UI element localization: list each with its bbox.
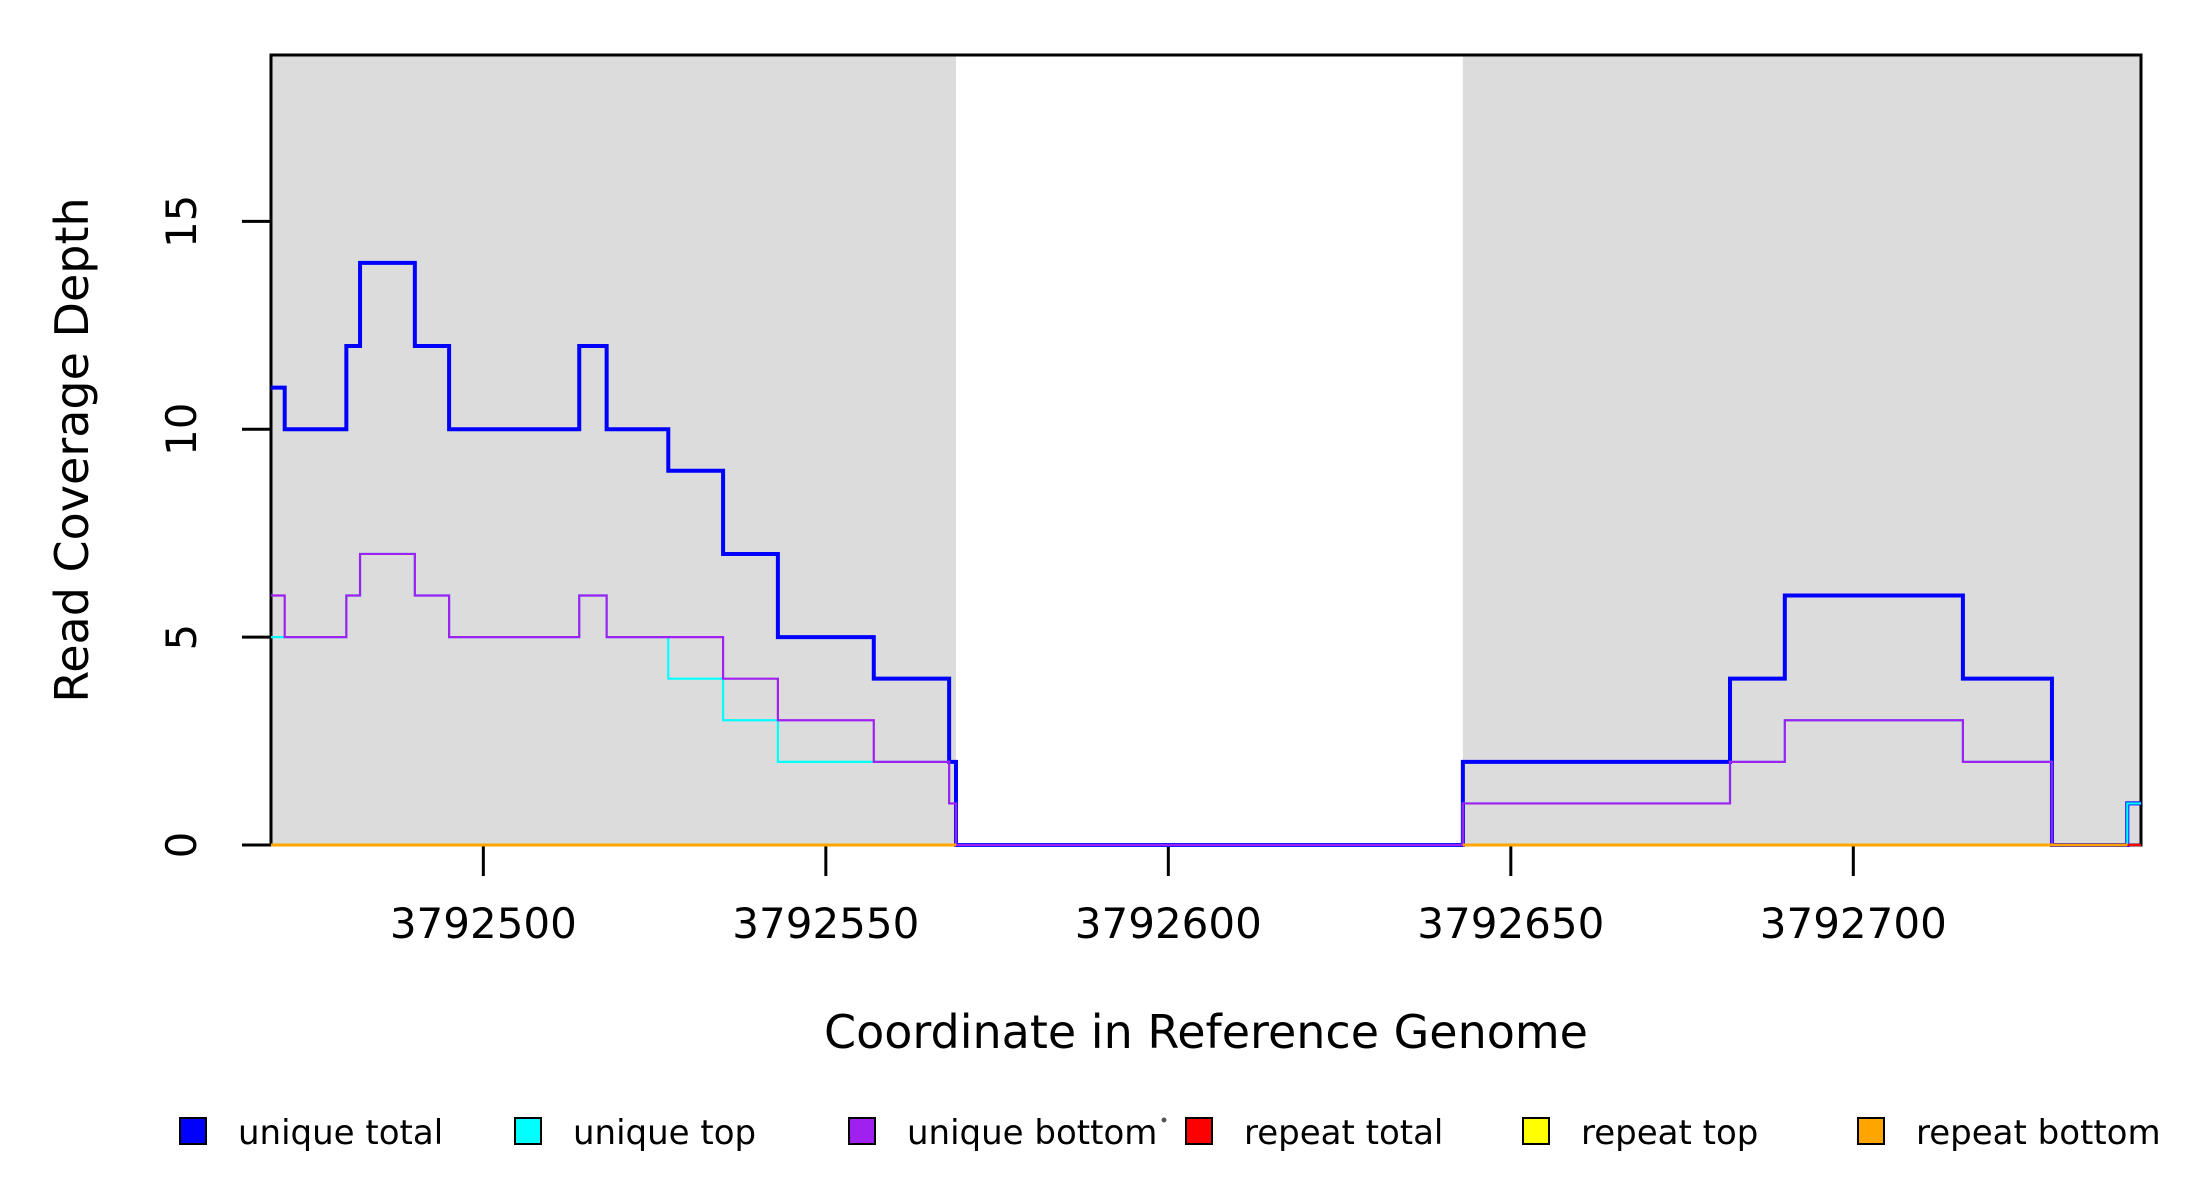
legend-label-unique-top: unique top	[573, 1113, 756, 1153]
y-tick-label: 15	[157, 195, 206, 248]
y-axis-ticks: 0 5 10 15	[157, 195, 271, 859]
legend-item-unique-bottom: unique bottom	[848, 1113, 1157, 1153]
legend-swatch-repeat-top	[1522, 1117, 1550, 1145]
legend-swatch-unique-bottom	[848, 1117, 876, 1145]
legend-item-unique-total: unique total	[179, 1113, 443, 1153]
x-tick-label: 3792600	[1075, 899, 1262, 948]
legend-label-repeat-top: repeat top	[1581, 1113, 1758, 1153]
legend-swatch-unique-total	[179, 1117, 207, 1145]
aligned-region-1	[271, 55, 956, 845]
legend-swatch-unique-top	[514, 1117, 542, 1145]
y-axis-title: Read Coverage Depth	[45, 197, 99, 702]
legend-label-unique-total: unique total	[238, 1113, 443, 1153]
series-line-unique-bottom	[271, 552, 2141, 847]
x-axis-ticks: 3792500 3792550 3792600 3792650 3792700	[390, 845, 1947, 948]
legend-label-unique-bottom: unique bottom	[907, 1113, 1157, 1153]
legend-label-repeat-total: repeat total	[1244, 1113, 1443, 1153]
y-tick-label: 10	[157, 402, 206, 455]
x-axis-title: Coordinate in Reference Genome	[824, 1005, 1588, 1059]
x-tick-label: 3792650	[1417, 899, 1604, 948]
x-tick-label: 3792500	[390, 899, 577, 948]
series-lines	[271, 260, 2141, 847]
y-tick-label: 0	[157, 832, 206, 859]
x-tick-label: 3792700	[1760, 899, 1947, 948]
stray-dot	[1161, 1117, 1167, 1123]
legend-label-repeat-bottom: repeat bottom	[1916, 1113, 2161, 1153]
shaded-regions	[271, 55, 2141, 845]
y-tick-label: 5	[157, 624, 206, 651]
series-line-unique-total	[271, 260, 2141, 847]
legend-item-unique-top: unique top	[514, 1113, 756, 1153]
legend: unique total unique top unique bottom repea…	[179, 1113, 2161, 1153]
legend-swatch-repeat-total	[1185, 1117, 1213, 1145]
legend-item-repeat-total: repeat total	[1185, 1113, 1443, 1153]
legend-swatch-repeat-bottom	[1857, 1117, 1885, 1145]
legend-item-repeat-top: repeat top	[1522, 1113, 1758, 1153]
legend-item-repeat-bottom: repeat bottom	[1857, 1113, 2161, 1153]
aligned-region-2	[1462, 55, 2141, 845]
x-tick-label: 3792550	[732, 899, 919, 948]
